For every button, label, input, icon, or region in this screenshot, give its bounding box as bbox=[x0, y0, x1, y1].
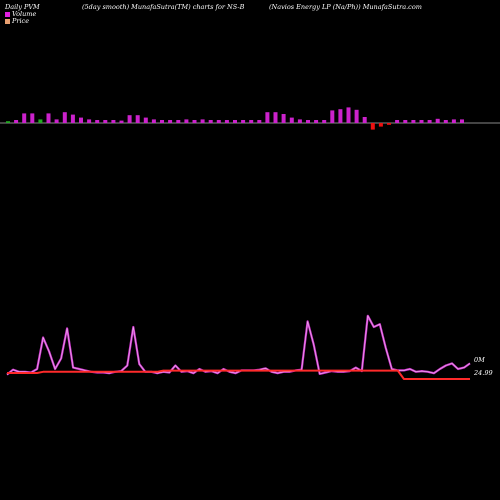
legend-volume-swatch bbox=[5, 11, 10, 17]
volume-bar bbox=[370, 123, 375, 130]
volume-bar bbox=[30, 113, 35, 123]
volume-bar bbox=[419, 120, 424, 123]
volume-bar bbox=[354, 109, 359, 123]
volume-bar bbox=[460, 119, 464, 123]
volume-bar bbox=[338, 109, 343, 123]
volume-bar bbox=[62, 112, 67, 123]
volume-bar bbox=[119, 120, 124, 123]
volume-bar bbox=[378, 123, 383, 127]
volume-bar bbox=[143, 117, 148, 123]
volume-bar bbox=[70, 114, 75, 123]
price-axis-label: 24.99 bbox=[473, 369, 493, 377]
volume-bar bbox=[314, 120, 319, 123]
volume-bar bbox=[192, 120, 197, 123]
volume-smooth-line bbox=[6, 314, 471, 376]
volume-bar bbox=[273, 112, 278, 123]
volume-axis-label: 0M bbox=[474, 356, 485, 364]
volume-bar bbox=[46, 113, 51, 123]
volume-bar bbox=[346, 107, 351, 123]
volume-bar bbox=[176, 120, 181, 123]
volume-bar bbox=[306, 120, 310, 123]
volume-bar bbox=[233, 120, 237, 123]
volume-bar bbox=[427, 120, 432, 123]
volume-bar bbox=[95, 120, 100, 123]
volume-bar bbox=[87, 119, 92, 123]
volume-bar bbox=[297, 119, 302, 123]
volume-bar bbox=[395, 120, 400, 123]
volume-bar bbox=[184, 119, 189, 123]
volume-bar bbox=[387, 123, 391, 125]
volume-bar bbox=[322, 120, 327, 123]
volume-bar bbox=[443, 120, 448, 123]
volume-bar bbox=[79, 117, 83, 123]
price-line bbox=[7, 369, 470, 380]
chart-title-middle: (5day smooth) MunafaSutra(TM) charts for… bbox=[82, 3, 245, 11]
volume-bar bbox=[38, 119, 43, 123]
volume-bar bbox=[54, 119, 59, 123]
volume-bar bbox=[168, 120, 173, 123]
volume-smooth-line-highlight bbox=[6, 315, 471, 375]
volume-bar bbox=[241, 120, 246, 123]
chart-title-left: Daily PVM bbox=[5, 3, 40, 11]
legend-volume-label: Volume bbox=[12, 10, 37, 18]
volume-bar bbox=[403, 120, 408, 123]
volume-bar bbox=[200, 119, 205, 123]
volume-bar bbox=[151, 119, 156, 123]
volume-bar bbox=[451, 119, 456, 123]
legend-volume: Volume bbox=[5, 10, 36, 18]
volume-bar bbox=[224, 120, 229, 123]
volume-bar bbox=[6, 121, 10, 123]
volume-bar bbox=[216, 120, 221, 123]
volume-bar bbox=[362, 117, 367, 123]
legend-price-label: Price bbox=[12, 17, 30, 25]
volume-bar bbox=[289, 117, 294, 123]
legend-price: Price bbox=[5, 17, 29, 25]
volume-bar bbox=[281, 114, 286, 123]
volume-bar bbox=[111, 120, 116, 123]
volume-bar bbox=[330, 110, 335, 123]
volume-bar bbox=[14, 120, 19, 123]
volume-bar bbox=[265, 112, 270, 123]
volume-bar bbox=[257, 120, 262, 123]
legend-price-swatch bbox=[5, 18, 10, 24]
volume-bar bbox=[103, 120, 108, 123]
volume-bar bbox=[435, 118, 440, 123]
volume-bar bbox=[249, 120, 254, 123]
volume-bar bbox=[127, 115, 132, 123]
volume-bar bbox=[160, 120, 164, 123]
volume-bar bbox=[22, 113, 27, 123]
chart-title-right: (Navios Energy LP (Na/Ph)) MunafaSutra.c… bbox=[269, 3, 422, 11]
volume-bar bbox=[411, 120, 416, 123]
volume-bar bbox=[135, 115, 140, 123]
volume-bar bbox=[208, 120, 213, 123]
